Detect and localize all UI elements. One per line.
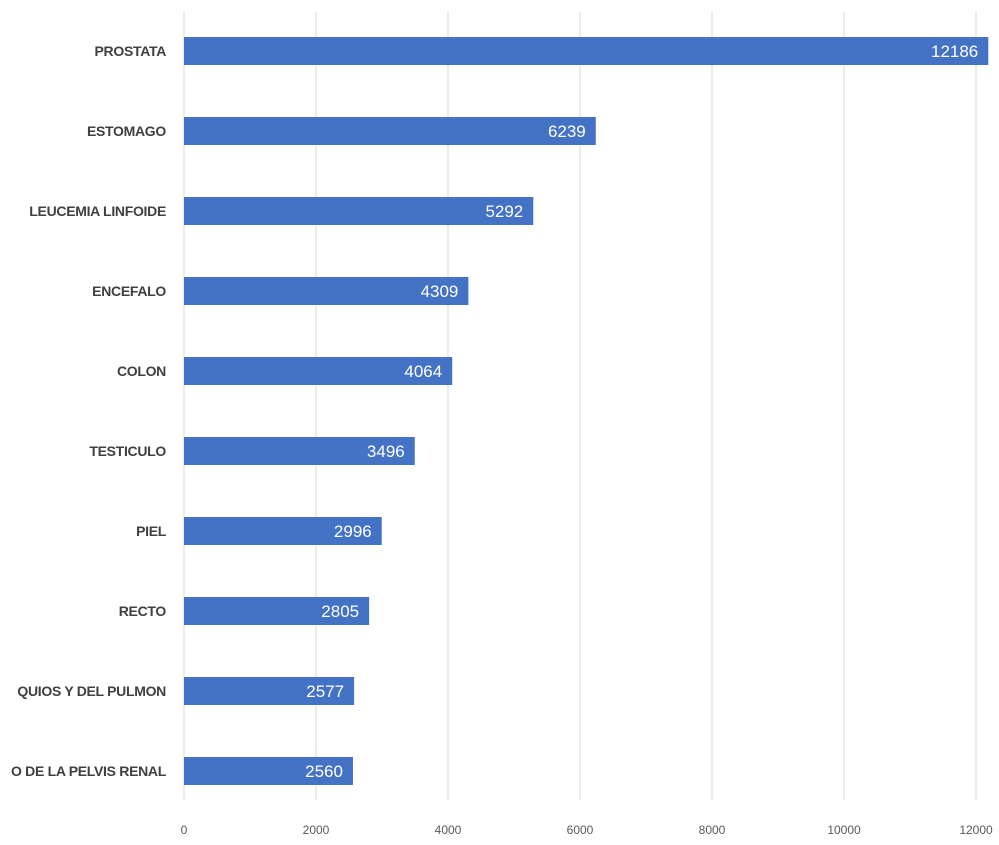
bar-9 (184, 677, 355, 705)
data-label-2: 6239 (548, 122, 586, 141)
data-label-4: 4309 (421, 282, 459, 301)
category-label-2: ESTOMAGO (87, 123, 166, 139)
bar-1 (184, 37, 989, 65)
bars (184, 37, 989, 785)
x-tick-label-6000: 6000 (567, 823, 594, 837)
data-label-10: 2560 (305, 762, 343, 781)
category-label-9: QUIOS Y DEL PULMON (17, 683, 166, 699)
x-tick-label-2000: 2000 (303, 823, 330, 837)
category-label-1: PROSTATA (95, 43, 167, 59)
x-tick-label-12000: 12000 (959, 823, 993, 837)
bar-5 (184, 357, 453, 385)
category-label-3: LEUCEMIA LINFOIDE (29, 203, 166, 219)
x-tick-label-4000: 4000 (435, 823, 462, 837)
x-axis-tick-labels: 0 2000 4000 6000 8000 10000 12000 (181, 823, 993, 837)
bar-4 (184, 277, 469, 305)
x-tick-label-8000: 8000 (699, 823, 726, 837)
data-label-5: 4064 (404, 362, 442, 381)
category-label-6: TESTICULO (89, 443, 166, 459)
x-tick-label-10000: 10000 (827, 823, 861, 837)
data-labels: 12186 6239 5292 4309 4064 3496 2996 2805 2577 256… (305, 42, 978, 781)
bar-7 (184, 517, 382, 545)
data-label-6: 3496 (367, 442, 405, 461)
bar-10 (184, 757, 353, 785)
data-label-3: 5292 (485, 202, 523, 221)
bar-2 (184, 117, 596, 145)
category-label-7: PIEL (136, 523, 167, 539)
category-label-4: ENCEFALO (92, 283, 166, 299)
bar-3 (184, 197, 534, 225)
data-label-9: 2577 (306, 682, 344, 701)
data-label-7: 2996 (334, 522, 372, 541)
x-tick-label-0: 0 (181, 823, 188, 837)
data-label-8: 2805 (321, 602, 359, 621)
category-label-10: O DE LA PELVIS RENAL (11, 763, 167, 779)
category-label-5: COLON (117, 363, 166, 379)
bar-8 (184, 597, 370, 625)
category-labels: PROSTATA ESTOMAGO LEUCEMIA LINFOIDE ENCEFAL… (11, 43, 167, 779)
bar-6 (184, 437, 415, 465)
category-label-8: RECTO (119, 603, 167, 619)
data-label-1: 12186 (931, 42, 978, 61)
